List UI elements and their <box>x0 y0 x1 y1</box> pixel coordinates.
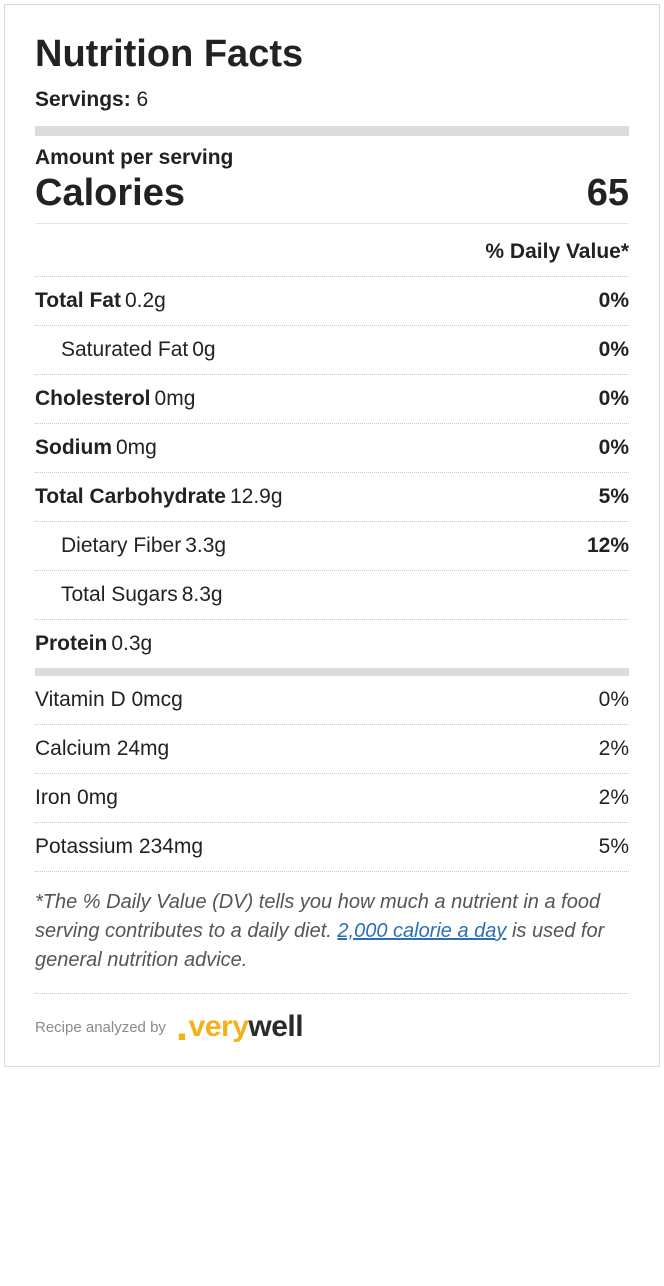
nutrient-row: Total Fat0.2g 0% <box>35 277 629 326</box>
nutrient-amount: 0mg <box>155 387 196 410</box>
nutrient-amount: 0.3g <box>111 632 152 655</box>
micronutrient-name: Calcium <box>35 737 111 760</box>
nutrient-row: Cholesterol0mg 0% <box>35 375 629 424</box>
nutrient-name: Total Fat <box>35 289 121 312</box>
calories-row: Calories 65 <box>35 172 629 224</box>
servings-line: Servings: 6 <box>35 88 629 112</box>
verywell-logo[interactable]: .verywell <box>176 1010 303 1044</box>
nutrient-amount: 3.3g <box>185 534 226 557</box>
nutrient-name: Protein <box>35 632 107 655</box>
nutrient-dv: 12% <box>587 534 629 558</box>
calories-value: 65 <box>587 172 629 215</box>
micronutrient-dv: 2% <box>599 786 629 810</box>
nutrient-amount: 0mg <box>116 436 157 459</box>
nutrient-row: Protein0.3g <box>35 620 629 668</box>
nutrient-name: Cholesterol <box>35 387 151 410</box>
micronutrient-dv: 5% <box>599 835 629 859</box>
panel-title: Nutrition Facts <box>35 33 629 76</box>
nutrient-amount: 8.3g <box>182 583 223 606</box>
nutrient-dv: 0% <box>599 338 629 362</box>
nutrient-amount: 0g <box>192 338 215 361</box>
micronutrient-row: Iron 0mg 2% <box>35 774 629 823</box>
nutrient-name: Total Carbohydrate <box>35 485 226 508</box>
micronutrient-amount: 234mg <box>139 835 203 858</box>
micronutrient-amount: 0mg <box>77 786 118 809</box>
nutrient-amount: 0.2g <box>125 289 166 312</box>
micronutrient-dv: 0% <box>599 688 629 712</box>
nutrient-dv: 5% <box>599 485 629 509</box>
nutrient-name: Total Sugars <box>61 583 178 606</box>
micronutrient-name: Iron <box>35 786 71 809</box>
nutrient-dv: 0% <box>599 387 629 411</box>
analyzed-row: Recipe analyzed by .verywell <box>35 994 629 1044</box>
servings-label: Servings: <box>35 88 131 111</box>
divider-medium <box>35 668 629 676</box>
nutrient-name: Dietary Fiber <box>61 534 181 557</box>
nutrient-row: Dietary Fiber3.3g 12% <box>35 522 629 571</box>
analyzed-label: Recipe analyzed by <box>35 1019 166 1036</box>
nutrition-facts-panel: Nutrition Facts Servings: 6 Amount per s… <box>4 4 660 1067</box>
nutrient-dv: 0% <box>599 289 629 313</box>
micronutrient-row: Calcium 24mg 2% <box>35 725 629 774</box>
footnote: *The % Daily Value (DV) tells you how mu… <box>35 872 629 994</box>
micronutrient-row: Potassium 234mg 5% <box>35 823 629 872</box>
micronutrient-name: Vitamin D <box>35 688 126 711</box>
logo-very: very <box>189 1010 249 1044</box>
micronutrient-dv: 2% <box>599 737 629 761</box>
nutrient-row: Saturated Fat0g 0% <box>35 326 629 375</box>
micronutrient-name: Potassium <box>35 835 133 858</box>
micronutrient-row: Vitamin D 0mcg 0% <box>35 676 629 725</box>
micronutrient-amount: 24mg <box>117 737 170 760</box>
amount-per-serving-label: Amount per serving <box>35 146 629 170</box>
nutrient-name: Saturated Fat <box>61 338 188 361</box>
calories-label: Calories <box>35 172 185 215</box>
daily-value-header: % Daily Value* <box>35 234 629 277</box>
micronutrient-amount: 0mcg <box>132 688 183 711</box>
nutrient-dv: 0% <box>599 436 629 460</box>
nutrient-row: Sodium0mg 0% <box>35 424 629 473</box>
divider-thick <box>35 126 629 136</box>
nutrient-row: Total Sugars8.3g <box>35 571 629 620</box>
nutrient-name: Sodium <box>35 436 112 459</box>
calorie-link[interactable]: 2,000 calorie a day <box>337 920 506 942</box>
nutrient-row: Total Carbohydrate12.9g 5% <box>35 473 629 522</box>
servings-value: 6 <box>137 88 149 111</box>
logo-well: well <box>248 1010 303 1044</box>
nutrient-amount: 12.9g <box>230 485 283 508</box>
